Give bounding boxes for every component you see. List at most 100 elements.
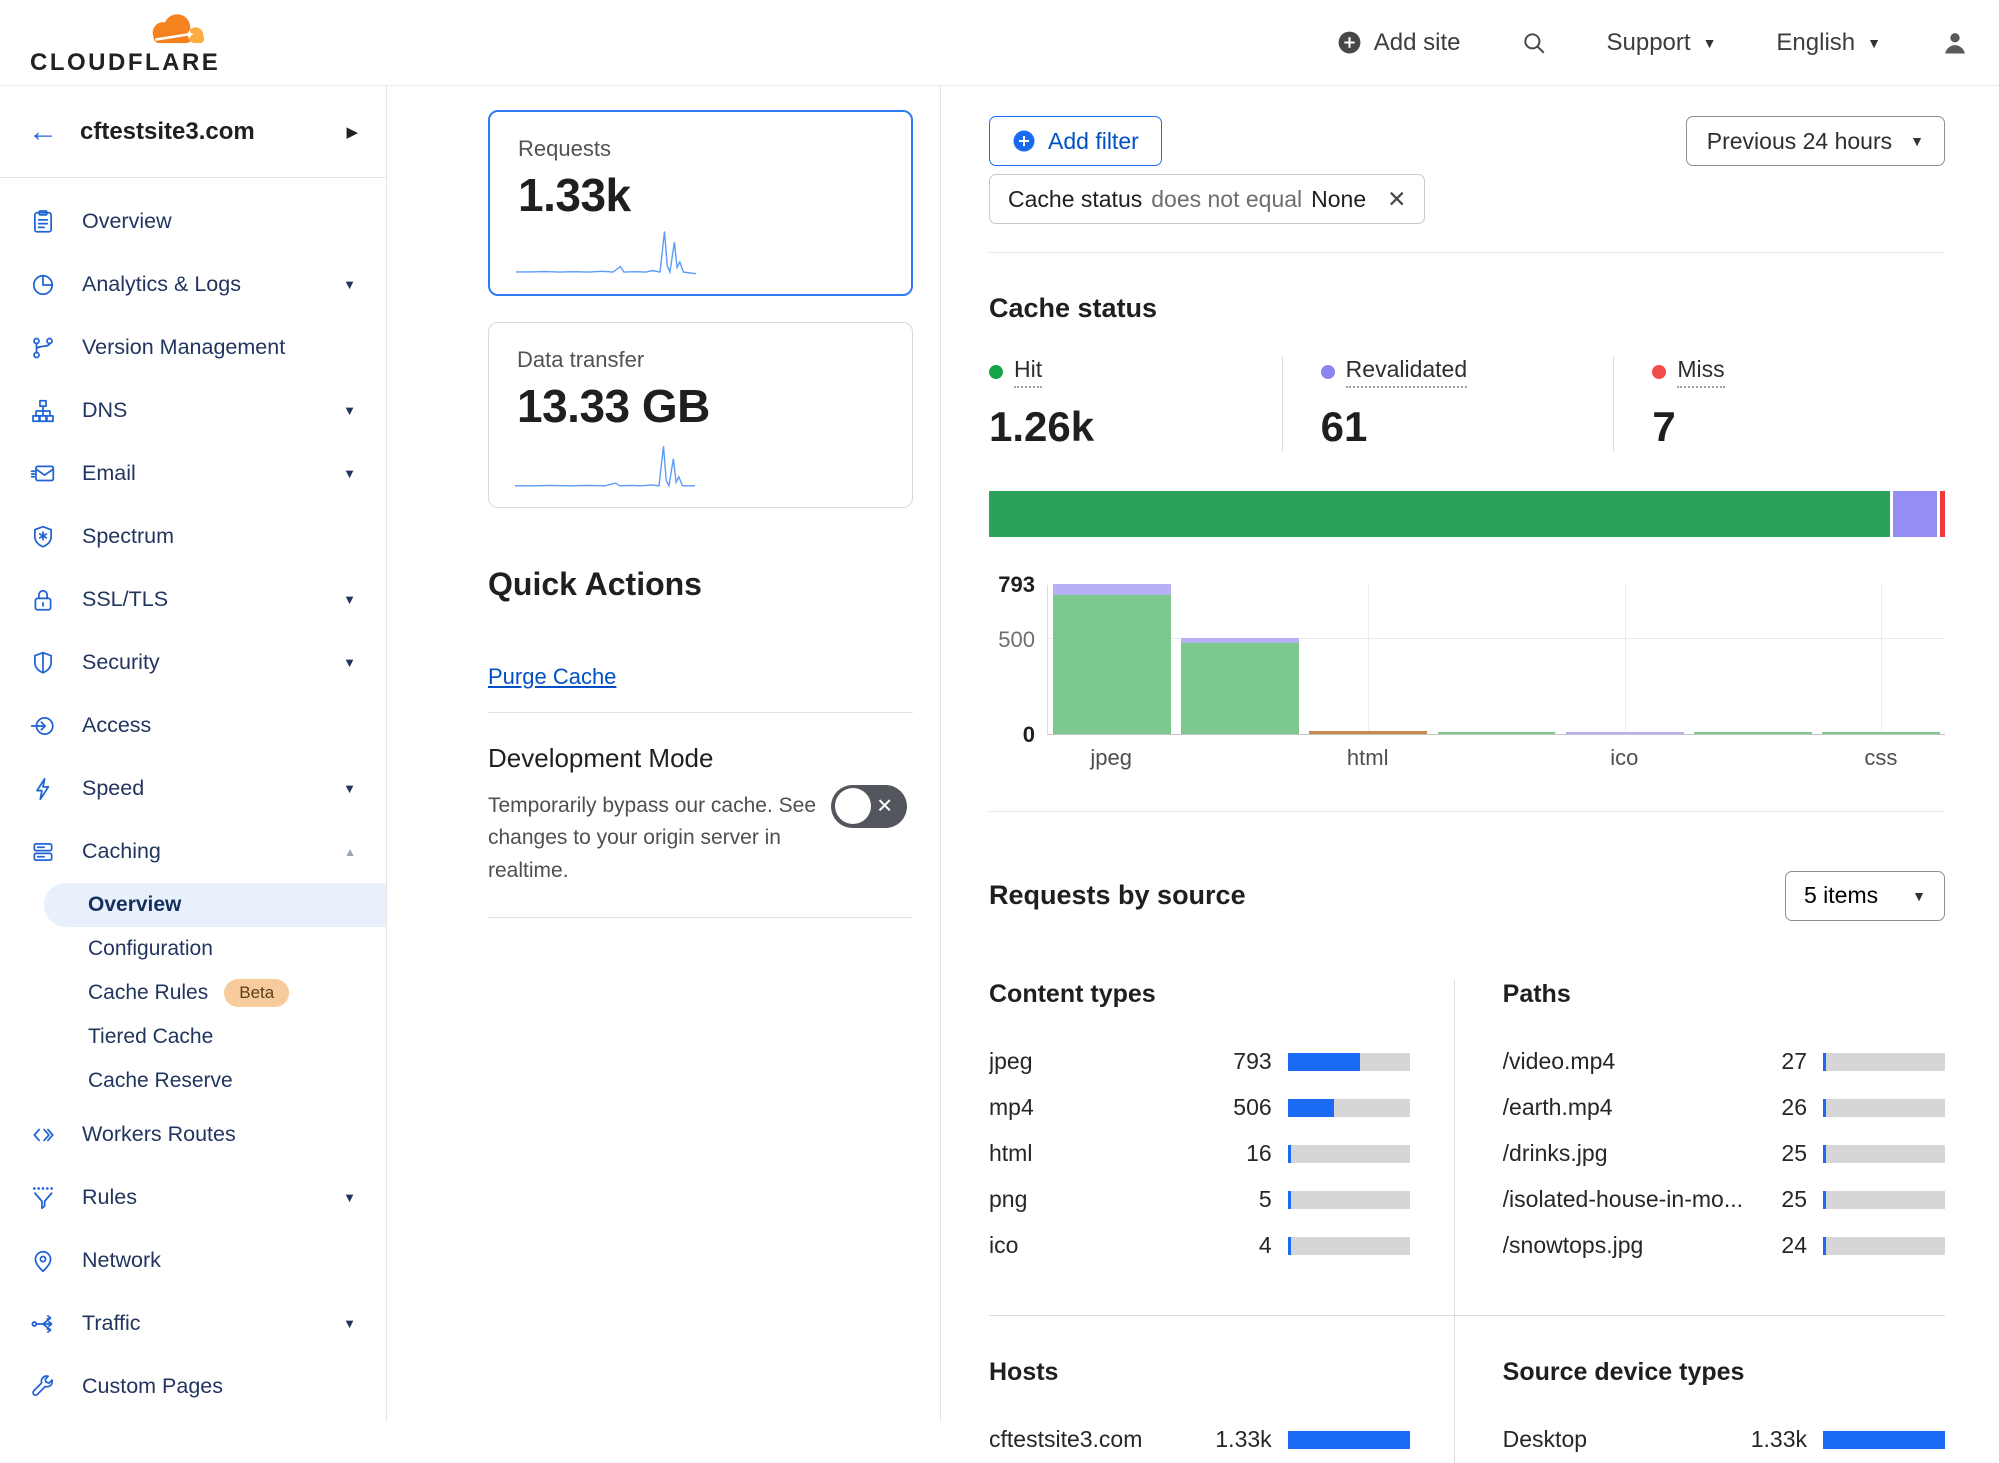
sidebar-subitem-tiered-cache[interactable]: Tiered Cache [0,1015,386,1059]
sidebar-item-label: SSL/TLS [82,587,169,611]
divider [488,917,913,919]
requests-by-source-title: Requests by source [989,880,1246,911]
plus-circle-icon [1338,31,1361,54]
summary-column: Requests 1.33k Data transfer 13.33 GB Qu… [388,86,940,1422]
sidebar-item-speed[interactable]: Speed ▼ [0,757,386,820]
remove-filter-icon[interactable]: ✕ [1387,185,1407,212]
cache-stat-revalidated: Revalidated 61 [1281,356,1614,451]
source-row-cftestsite3-com: cftestsite3.com 1.33k [989,1417,1410,1463]
add-site-button[interactable]: Add site [1337,29,1461,57]
cache-stat-legend[interactable]: Miss [1652,356,1725,388]
sidebar-item-dns[interactable]: DNS ▼ [0,379,386,442]
sidebar-subitem-cache-reserve[interactable]: Cache Reserve [0,1059,386,1103]
filter-chip-operator: does not equal [1151,185,1303,212]
source-row-bar-fill [1823,1430,1945,1449]
source-row-bar [1823,1190,1945,1209]
sidebar-subitem-label: Overview [88,893,182,916]
sidebar-item-label: Email [82,461,136,485]
requests-card[interactable]: Requests 1.33k [488,110,913,296]
sidebar-item-security[interactable]: Security ▼ [0,631,386,694]
plus-circle-icon [1013,130,1035,152]
source-row-value: 24 [1781,1232,1807,1259]
development-mode-toggle[interactable]: ✕ [831,784,907,828]
source-row-label: png [989,1186,1028,1213]
source-row-bar-fill [1287,1236,1291,1255]
bar-segment-revalidated [1565,732,1684,734]
source-row-label: /video.mp4 [1502,1048,1616,1075]
chevron-down-icon: ▼ [343,781,356,796]
sidebar-item-version-management[interactable]: Version Management [0,316,386,379]
sidebar-item-custom-pages[interactable]: Custom Pages [0,1355,386,1418]
divider [488,711,913,713]
sidebar-subitem-cache-rules[interactable]: Cache Rules Beta [0,971,386,1015]
bar-stack [1693,732,1812,734]
source-group-content-types: Content types jpeg 793 mp4 506 html 16 png 5 ico 4 [989,980,1454,1315]
development-mode-description: Temporarily bypass our cache. See change… [488,793,816,882]
filter-chip-field: Cache status [1008,185,1143,212]
source-row-bar [1287,1430,1410,1449]
sidebar-item-traffic[interactable]: Traffic ▼ [0,1292,386,1355]
back-arrow-icon[interactable]: ← [28,114,58,148]
bar-segment-hit [1437,732,1556,734]
pie-chart-icon [30,272,56,298]
purge-cache-link[interactable]: Purge Cache [488,663,617,689]
add-filter-button[interactable]: Add filter [989,116,1162,166]
development-mode-section: Development Mode Temporarily bypass our … [488,743,913,888]
sidebar-item-analytics-logs[interactable]: Analytics & Logs ▼ [0,253,386,316]
source-row-value: 25 [1781,1186,1807,1213]
language-menu[interactable]: English ▼ [1776,29,1881,57]
sidebar-item-spectrum[interactable]: Spectrum [0,505,386,568]
sidebar-item-email[interactable]: Email ▼ [0,442,386,505]
source-row-label: jpeg [989,1048,1033,1075]
cloudflare-logo[interactable]: CLOUDFLARE [30,9,220,77]
sidebar-subitem-overview[interactable]: Overview [44,883,386,927]
funnel-icon [30,1185,56,1211]
sidebar-subitem-configuration[interactable]: Configuration [0,927,386,971]
time-range-select[interactable]: Previous 24 hours ▼ [1685,116,1945,166]
support-menu[interactable]: Support ▼ [1607,29,1717,57]
chevron-right-icon[interactable]: ▶ [346,123,358,141]
bar-stack [1053,584,1171,734]
items-count-select[interactable]: 5 items ▼ [1785,870,1945,921]
sidebar-item-overview[interactable]: Overview [0,190,386,253]
source-row-html: html 16 [989,1131,1410,1177]
sidebar-item-workers-routes[interactable]: Workers Routes [0,1103,386,1166]
stacked-segment-revalidated [1893,491,1937,537]
source-row-snowtops-jpg: /snowtops.jpg 24 [1503,1223,1945,1269]
sidebar-item-caching[interactable]: Caching ▲ [0,820,386,883]
source-row-value: 506 [1233,1094,1272,1121]
cloudflare-cloud-icon [152,13,205,43]
cache-stat-legend[interactable]: Hit [989,356,1043,388]
source-row-value: 793 [1233,1048,1272,1075]
cache-stat-value: 61 [1320,403,1368,450]
sidebar-item-rules[interactable]: Rules ▼ [0,1166,386,1229]
chevron-up-icon: ▲ [344,844,356,859]
sidebar-item-label: Caching [82,839,161,863]
requests-card-label: Requests [518,136,611,161]
filter-area: Add filter Previous 24 hours ▼ Cache sta… [941,86,1999,253]
sidebar-item-ssl-tls[interactable]: SSL/TLS ▼ [0,568,386,631]
sidebar-item-label: Version Management [82,335,286,359]
shield-spectrum-icon [30,524,56,550]
chart-bar [1689,585,1817,734]
search-button[interactable] [1521,30,1547,56]
account-menu[interactable] [1941,29,1969,57]
sidebar-item-label: Spectrum [82,524,175,548]
add-site-label: Add site [1373,28,1461,56]
chevron-down-icon: ▼ [343,466,356,481]
source-row-bar-fill [1823,1144,1826,1163]
source-group-title: Hosts [989,1357,1059,1386]
sidebar-item-access[interactable]: Access [0,694,386,757]
sidebar-item-network[interactable]: Network [0,1229,386,1292]
stacked-segment-hit [989,491,1891,537]
development-mode-title: Development Mode [488,742,714,773]
cache-status-title: Cache status [989,293,1158,323]
cache-stat-legend[interactable]: Revalidated [1320,356,1468,388]
cache-stat-label: Revalidated [1345,356,1468,388]
data-transfer-card[interactable]: Data transfer 13.33 GB [488,322,913,508]
filter-chip-cache-status[interactable]: Cache status does not equal None ✕ [989,174,1426,224]
chart-bar-css [1817,585,1945,734]
chevron-down-icon: ▼ [1910,133,1924,149]
sidebar-subitem-label: Cache Rules [88,981,209,1004]
source-row-value: 5 [1258,1186,1272,1213]
